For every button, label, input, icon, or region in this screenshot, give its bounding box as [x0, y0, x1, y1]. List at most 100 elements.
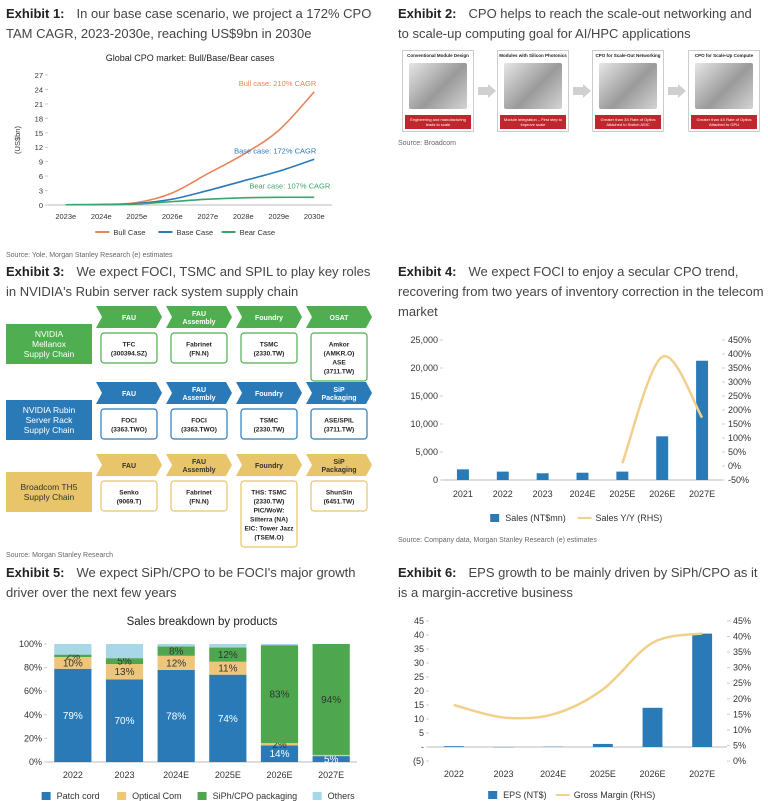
- exhibit-label: Exhibit 6:: [398, 565, 457, 580]
- row-label-box: [6, 472, 92, 512]
- company-box: [240, 408, 298, 440]
- x-tick-label: 2023: [114, 770, 134, 780]
- chart: Global CPO market: Bull/Base/Bear cases (…: [13, 53, 332, 237]
- legend-label: Gross Margin (RHS): [574, 790, 656, 800]
- bar-segment: [209, 674, 247, 762]
- step-heading-chevron: [166, 382, 232, 404]
- company-name: THS: TSMC: [251, 490, 287, 497]
- exhibit-header: Exhibit 1: In our base case scenario, we …: [6, 4, 372, 44]
- step-heading-chevron: [96, 454, 162, 476]
- y-tick-label: 60%: [24, 686, 42, 696]
- y2-tick-label: 350%: [728, 363, 751, 373]
- y2-tick-label: 300%: [728, 377, 751, 387]
- value-label: 10%: [63, 658, 83, 669]
- row-label: Server Rack: [26, 415, 74, 425]
- bar-segment: [105, 644, 144, 659]
- y2-tick-label: 450%: [728, 335, 751, 345]
- diagram-panel: CPO for Scale-Out Networking Greater than…: [592, 50, 664, 132]
- bar-segment: [157, 669, 195, 762]
- bar: [692, 633, 713, 747]
- exhibit-title: We expect FOCI, TSMC and SPIL to play ke…: [6, 264, 371, 299]
- company-name: TFC: [123, 342, 136, 349]
- diagram-panel: Modules with Silicon Photonics Module int…: [497, 50, 569, 132]
- y-tick-label: 20,000: [410, 363, 438, 373]
- step-heading: Foundry: [255, 391, 283, 398]
- x-tick-label: 2022: [444, 769, 464, 779]
- company-name: (3363.TWO): [181, 427, 217, 434]
- y2-tick-label: 35%: [733, 647, 751, 657]
- step-heading-chevron: [166, 454, 232, 476]
- bar-segment: [105, 679, 144, 762]
- step-heading: FAU: [192, 311, 206, 318]
- company-box: [310, 480, 368, 512]
- bar-segment: [260, 745, 299, 762]
- data-line: [65, 196, 315, 206]
- company-box: [100, 332, 158, 364]
- company-box: [310, 332, 368, 382]
- bar-segment: [105, 664, 144, 680]
- value-label: 8%: [169, 647, 184, 658]
- bar: [592, 743, 613, 747]
- step-heading-chevron: [236, 382, 302, 404]
- x-tick-label: 2025E: [609, 489, 635, 499]
- y-tick-label: 24: [35, 85, 43, 94]
- y-tick-label: 25: [414, 672, 424, 682]
- chart: (5) - 5 10 15 20 25 30 35 40 45 0% 5% 10% 15% 20% 25% 30%…: [413, 616, 751, 800]
- exhibit-header: Exhibit 3: We expect FOCI, TSMC and SPIL …: [6, 262, 372, 302]
- company-name: (3711.TW): [324, 369, 354, 376]
- bar-segment: [105, 658, 144, 665]
- step-heading-chevron: [236, 306, 302, 328]
- legend-swatch: [41, 792, 51, 800]
- source-note: Source: Broadcom: [398, 140, 456, 147]
- company-name: Silterra (NA): [250, 517, 288, 524]
- company-name: FOCI: [121, 418, 137, 425]
- y-tick-label: 15,000: [410, 391, 438, 401]
- y-tick-label: (5): [413, 756, 424, 766]
- legend-label: Optical Com: [132, 791, 182, 801]
- legend-label: SiPh/CPO packaging: [213, 791, 298, 801]
- x-tick-label: 2025E: [590, 769, 616, 779]
- bar: [642, 707, 663, 747]
- data-line: [453, 632, 703, 720]
- step-heading: Assembly: [182, 467, 215, 474]
- y-tick-label: 15: [414, 700, 424, 710]
- exhibit-label: Exhibit 4:: [398, 264, 457, 279]
- bar: [496, 471, 509, 480]
- company-name: (2330.TW): [254, 427, 285, 434]
- company-name: Fabrinet: [186, 490, 212, 497]
- bar-segment: [54, 654, 92, 657]
- y2-tick-label: 200%: [728, 405, 751, 415]
- bar: [443, 746, 464, 747]
- x-tick-label: 2028e: [233, 212, 254, 221]
- y-tick-label: 18: [35, 114, 43, 123]
- bar-segment: [54, 656, 92, 669]
- y-tick-label: 27: [35, 71, 43, 80]
- bar-segment: [209, 661, 247, 675]
- x-tick-label: 2027E: [689, 489, 715, 499]
- panel-heading: Conventional Module Design: [407, 53, 469, 58]
- y-tick-label: 10: [414, 714, 424, 724]
- legend-swatch: [488, 791, 498, 799]
- bar-segment: [54, 668, 92, 762]
- value-label: 78%: [166, 711, 186, 722]
- company-name: FOCI: [191, 418, 207, 425]
- company-name: ASE: [332, 360, 346, 367]
- source-note: Source: Morgan Stanley Research: [6, 552, 113, 559]
- legend-label: Patch cord: [57, 791, 100, 801]
- source-note: Source: Company data, Morgan Stanley Res…: [398, 537, 597, 544]
- y-tick-label: 45: [414, 616, 424, 626]
- value-label: 12%: [218, 650, 238, 661]
- value-label: 79%: [63, 711, 83, 722]
- row-label: Supply Chain: [24, 349, 75, 359]
- step-heading: FAU: [122, 391, 136, 398]
- company-name: (2330.TW): [254, 499, 285, 506]
- y-tick-label: 0%: [29, 757, 42, 767]
- company-name: Amkor: [329, 342, 350, 349]
- value-label: 83%: [269, 690, 289, 701]
- company-name: (9069.T): [117, 499, 142, 506]
- panel-image: [409, 63, 467, 109]
- legend-label: Bear Case: [240, 228, 275, 237]
- diagram-panel: CPO for Scale-Up Compute Greater than 4X …: [688, 50, 760, 132]
- value-label: 94%: [321, 695, 341, 706]
- bar-segment: [157, 646, 195, 656]
